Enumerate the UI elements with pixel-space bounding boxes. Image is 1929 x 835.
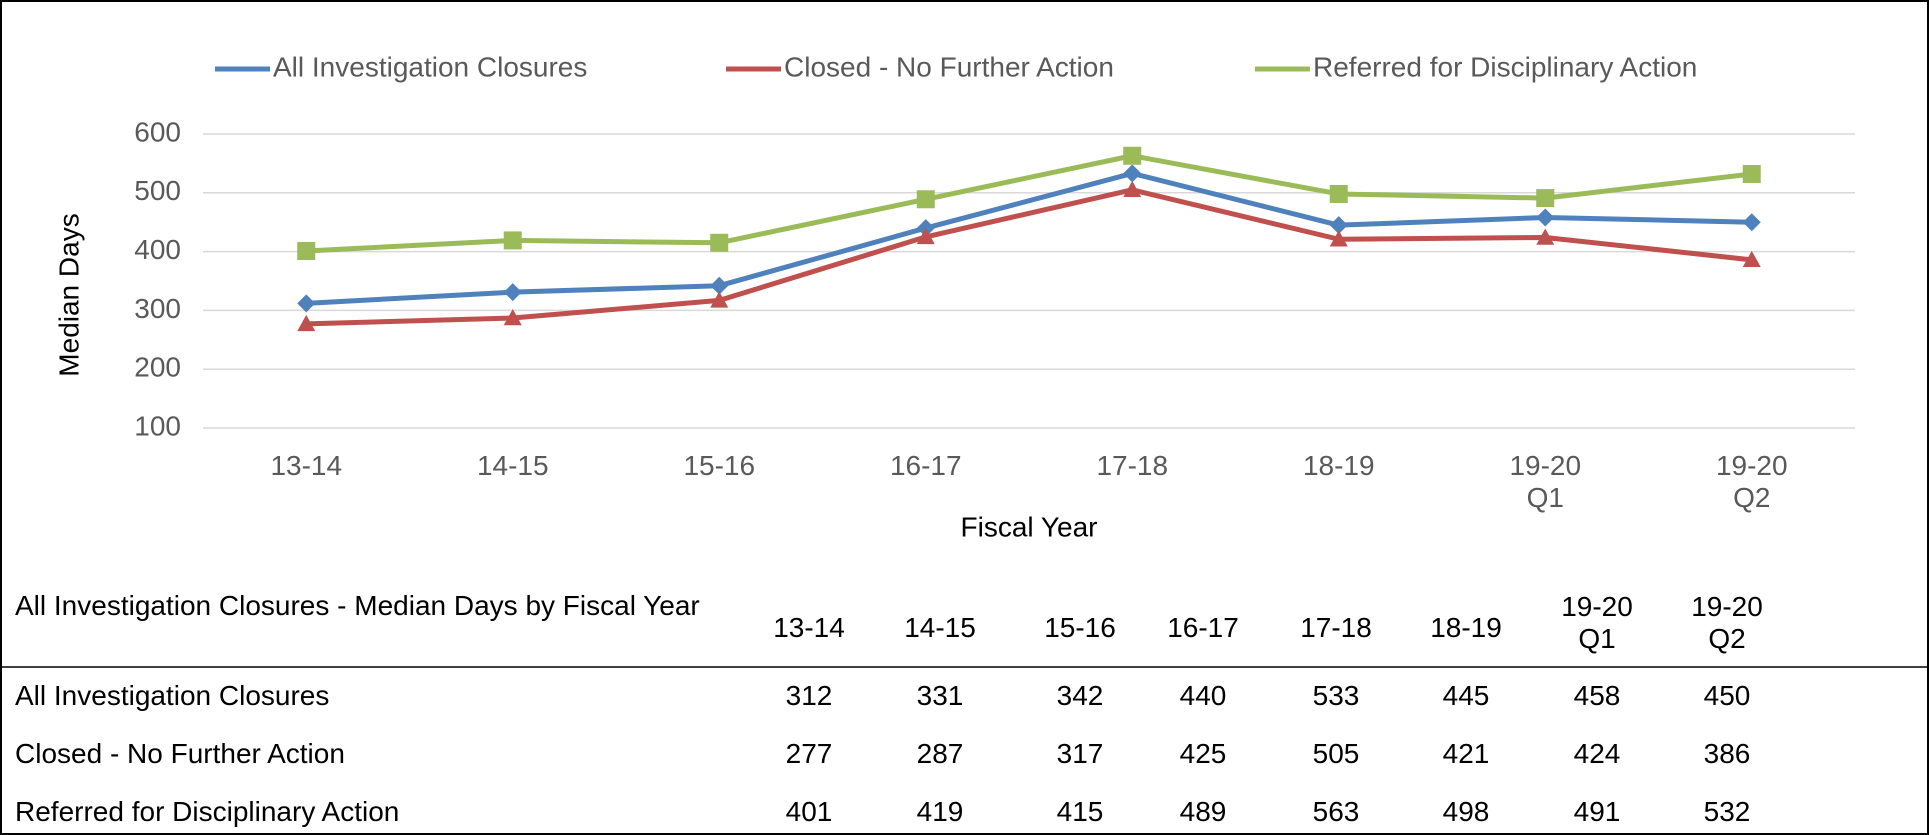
y-axis-label: Median Days [53, 213, 84, 376]
table-cell: 386 [1703, 738, 1751, 769]
table-cell: 458 [1573, 680, 1621, 711]
table-cell: 424 [1573, 738, 1621, 769]
table-cell: 440 [1179, 680, 1227, 711]
table-column-header: 13-14 [773, 612, 845, 643]
x-tick-label: 19-20 Q1 [1509, 450, 1582, 513]
marker [710, 291, 729, 308]
table-cell: 445 [1442, 680, 1490, 711]
table-cell: 277 [785, 738, 833, 769]
marker [1536, 228, 1555, 245]
marker [1123, 180, 1142, 198]
table-column-header: 19-20 Q2 [1691, 591, 1763, 654]
table-cell: 331 [916, 680, 964, 711]
x-tick-label: 19-20 Q2 [1715, 450, 1788, 513]
table-title: All Investigation Closures - Median Days… [15, 590, 700, 621]
marker [710, 233, 729, 252]
table-cell: 498 [1442, 796, 1490, 827]
table-cell: 450 [1703, 680, 1751, 711]
marker [1123, 146, 1142, 165]
table-cell: 312 [785, 680, 833, 711]
x-tick-label: 18-19 [1302, 450, 1375, 481]
series-line [306, 170, 1752, 306]
marker [503, 283, 522, 302]
legend-label: Referred for Disciplinary Action [1313, 51, 1697, 82]
marker [1329, 230, 1348, 247]
marker [503, 309, 522, 326]
marker [1742, 213, 1761, 232]
y-tick-label: 600 [134, 116, 181, 147]
table-row-label: Referred for Disciplinary Action [15, 796, 400, 827]
series-line [306, 153, 1753, 254]
marker [503, 231, 522, 250]
table-column-header: 19-20 Q1 [1561, 591, 1633, 654]
table-cell: 401 [785, 796, 833, 827]
table-cell: 419 [916, 796, 964, 827]
table-cell: 563 [1312, 796, 1360, 827]
table-row-label: All Investigation Closures [15, 680, 330, 711]
series-line [306, 187, 1753, 327]
marker [1536, 208, 1555, 227]
marker [916, 190, 935, 209]
y-tick-label: 100 [134, 410, 181, 441]
y-tick-label: 300 [134, 293, 181, 324]
table-cell: 421 [1442, 738, 1490, 769]
table-cell: 491 [1573, 796, 1621, 827]
x-axis-label: Fiscal Year [961, 511, 1098, 542]
table-column-header: 17-18 [1300, 612, 1372, 643]
marker [1742, 164, 1761, 183]
table-row-label: Closed - No Further Action [15, 738, 345, 769]
x-tick-label: 14-15 [476, 450, 549, 481]
marker [1123, 164, 1142, 183]
y-tick-label: 500 [134, 175, 181, 206]
marker [297, 242, 316, 261]
marker [1329, 216, 1348, 235]
marker [297, 314, 316, 332]
table-cell: 532 [1703, 796, 1751, 827]
table-column-header: 14-15 [904, 612, 976, 643]
table-cell: 425 [1179, 738, 1227, 769]
table-column-header: 15-16 [1044, 612, 1116, 643]
table-cell: 505 [1312, 738, 1360, 769]
legend-label: All Investigation Closures [273, 51, 587, 82]
marker [1329, 184, 1348, 203]
marker [297, 294, 316, 313]
x-tick-label: 13-14 [270, 450, 343, 481]
table-cell: 489 [1179, 796, 1227, 827]
table-column-header: 16-17 [1167, 612, 1239, 643]
marker [1742, 250, 1761, 268]
table-cell: 533 [1312, 680, 1360, 711]
x-tick-label: 17-18 [1096, 450, 1169, 481]
y-tick-label: 200 [134, 352, 181, 383]
table-cell: 415 [1056, 796, 1104, 827]
marker [916, 227, 935, 245]
x-tick-label: 15-16 [683, 450, 756, 481]
table-cell: 287 [916, 738, 964, 769]
y-tick-label: 400 [134, 234, 181, 265]
table-cell: 317 [1056, 738, 1104, 769]
table-cell: 342 [1056, 680, 1104, 711]
legend-label: Closed - No Further Action [784, 51, 1114, 82]
x-tick-label: 16-17 [889, 450, 962, 481]
marker [710, 276, 729, 295]
marker [1536, 189, 1555, 208]
table-column-header: 18-19 [1430, 612, 1502, 643]
